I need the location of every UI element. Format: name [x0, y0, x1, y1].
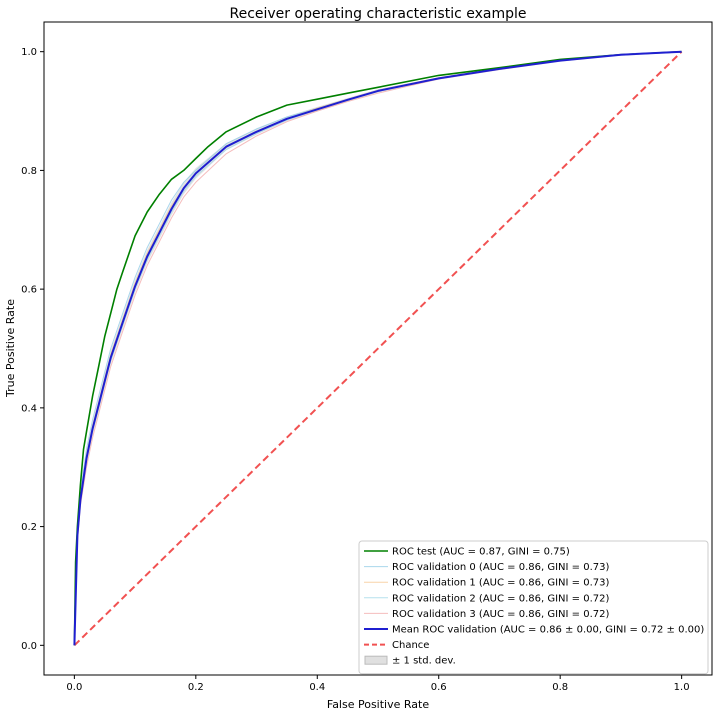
legend-entry-label: ROC validation 2 (AUC = 0.86, GINI = 0.7… [392, 593, 609, 604]
legend-entry-label: Chance [392, 640, 429, 651]
legend-frame [358, 540, 709, 675]
legend-entry-label: ROC test (AUC = 0.87, GINI = 0.75) [392, 547, 570, 558]
y-tick-label: 0.0 [21, 641, 37, 652]
legend-entry-label: ± 1 std. dev. [392, 656, 456, 667]
chart-title: Receiver operating characteristic exampl… [229, 6, 526, 22]
y-tick-label: 0.2 [21, 522, 37, 533]
y-axis-label: True Positive Rate [4, 299, 17, 398]
y-tick-label: 0.6 [21, 285, 37, 296]
x-axis-label: False Positive Rate [327, 698, 429, 711]
legend-entry-label: ROC validation 3 (AUC = 0.86, GINI = 0.7… [392, 609, 609, 620]
x-tick-label: 1.0 [674, 682, 690, 693]
y-tick-label: 0.4 [21, 403, 37, 414]
series-line-test [73, 50, 682, 646]
axis-ticks: 0.0 0.2 0.4 0.6 0.8 1.0 0.0 0.2 0.4 0.6 0.8 1.0 [21, 47, 689, 693]
legend-swatch-band [364, 655, 388, 665]
x-tick-label: 0.2 [188, 682, 204, 693]
plot-area [73, 50, 683, 647]
y-tick-label: 1.0 [21, 47, 37, 58]
x-tick-label: 0.8 [552, 682, 568, 693]
y-tick-label: 0.8 [21, 166, 37, 177]
series-line-chance [73, 50, 683, 647]
x-tick-label: 0.6 [431, 682, 447, 693]
plot-frame [43, 21, 713, 676]
x-tick-label: 0.4 [309, 682, 325, 693]
legend: ROC test (AUC = 0.87, GINI = 0.75) ROC va… [358, 540, 709, 675]
legend-entry-label: ROC validation 1 (AUC = 0.86, GINI = 0.7… [392, 578, 609, 589]
series-line-mean [73, 50, 682, 646]
legend-entry-label: ROC validation 0 (AUC = 0.86, GINI = 0.7… [392, 562, 609, 573]
x-tick-label: 0.0 [66, 682, 82, 693]
legend-entry-label: Mean ROC validation (AUC = 0.86 ± 0.00, … [392, 625, 704, 636]
